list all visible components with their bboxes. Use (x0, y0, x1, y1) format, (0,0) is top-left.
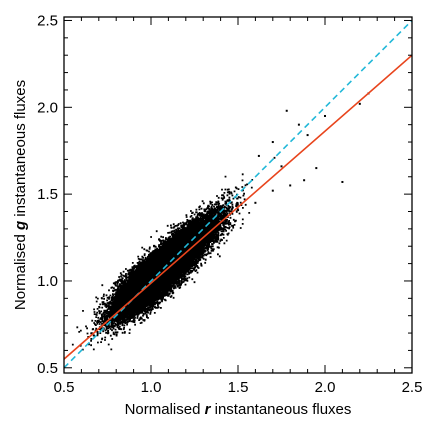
scatter-outlier-0 (257, 154, 260, 157)
scatter-outlier-6 (341, 180, 344, 183)
y-tick-label: 0.5 (37, 360, 58, 377)
scatter-point-cloud (71, 156, 276, 351)
scatter-outlier-2 (280, 165, 283, 168)
scatter-outlier-14 (285, 109, 288, 112)
x-tick-label: 0.5 (54, 379, 75, 396)
x-tick-label: 1.5 (228, 379, 249, 396)
y-tick-label: 1.5 (37, 186, 58, 203)
scatter-outlier-8 (358, 102, 361, 105)
y-tick-label: 1.0 (37, 273, 58, 290)
scatter-outlier-10 (289, 184, 292, 187)
scatter-outlier-4 (306, 134, 309, 137)
scatter-outlier-12 (271, 189, 274, 192)
fit-lines (64, 19, 412, 369)
axis-ticks: 0.5 1.0 1.5 2.0 2.5 0.5 1.0 1.5 2.0 2.5 (37, 12, 422, 396)
scatter-outlier-11 (324, 114, 326, 117)
x-tick-label: 2.5 (402, 379, 423, 396)
y-tick-label: 2.5 (37, 12, 58, 29)
x-tick-label: 1.0 (141, 379, 162, 396)
x-tick-label: 2.0 (315, 379, 336, 396)
y-axis-label: Normalised g instantaneous fluxes (12, 80, 29, 310)
one-to-one-dashed-line (64, 19, 412, 369)
y-tick-label: 2.0 (37, 99, 58, 116)
x-axis-label: Normalised r instantaneous fluxes (125, 401, 352, 418)
scatter-outlier-5 (315, 167, 318, 170)
scatter-outlier-3 (297, 123, 300, 126)
scatter-outlier-9 (303, 179, 306, 182)
scatter-outlier-13 (254, 201, 257, 204)
fit-line-solid (64, 54, 412, 360)
scatter-outlier-1 (271, 141, 274, 144)
